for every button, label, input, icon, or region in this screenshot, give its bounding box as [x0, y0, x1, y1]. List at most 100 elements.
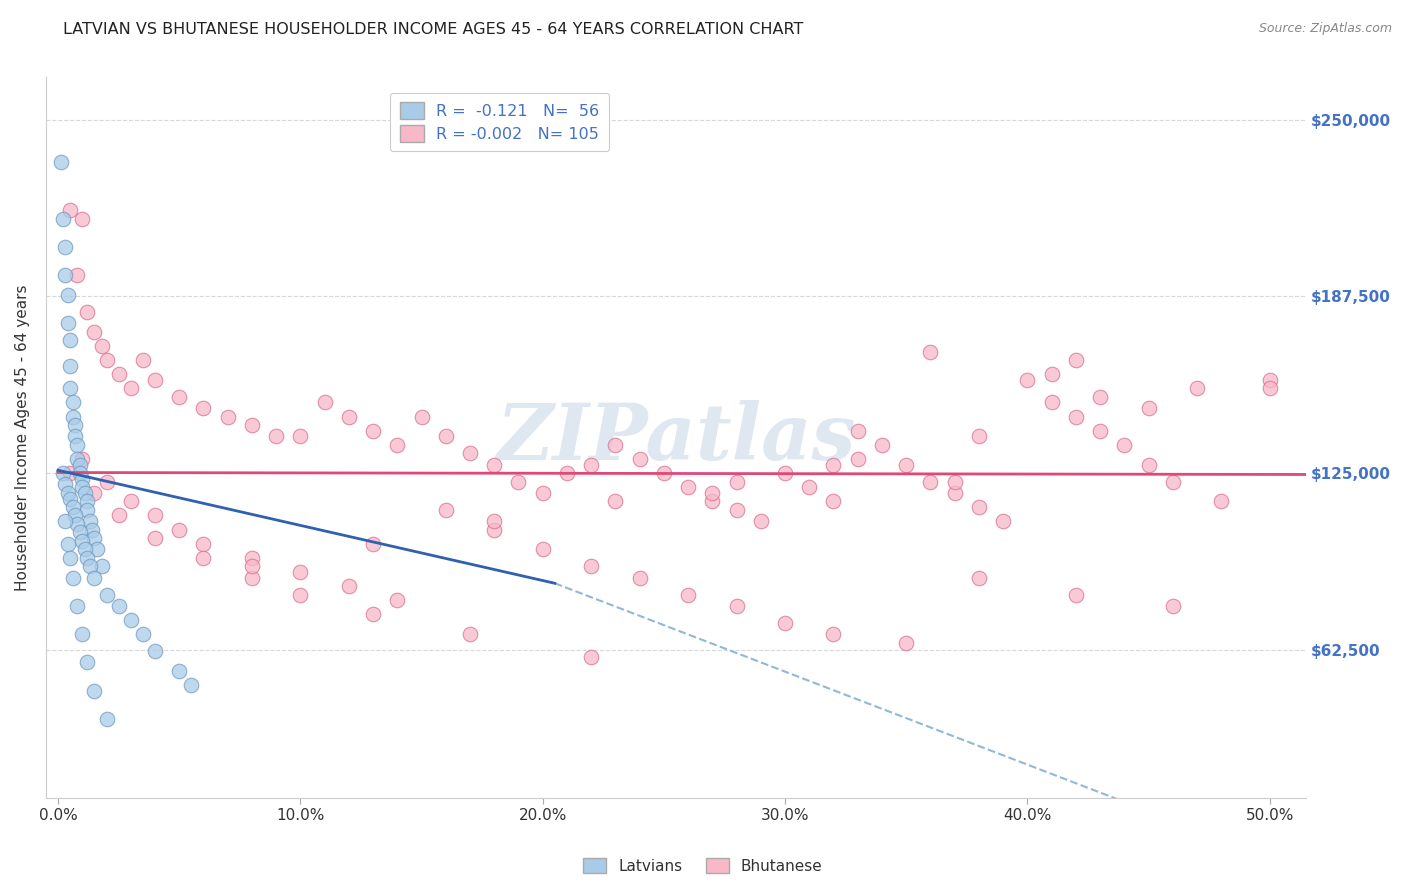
- Point: [531, 486, 554, 500]
- Point: [76, 550, 98, 565]
- Point: [1161, 475, 1184, 489]
- Point: [86, 542, 108, 557]
- Point: [59, 491, 82, 506]
- Point: [76, 503, 98, 517]
- Point: [52, 466, 75, 480]
- Point: [434, 429, 457, 443]
- Point: [63, 417, 86, 432]
- Text: LATVIAN VS BHUTANESE HOUSEHOLDER INCOME AGES 45 - 64 YEARS CORRELATION CHART: LATVIAN VS BHUTANESE HOUSEHOLDER INCOME …: [63, 22, 804, 37]
- Point: [72, 211, 94, 226]
- Point: [1064, 353, 1087, 368]
- Point: [66, 438, 89, 452]
- Point: [1161, 599, 1184, 613]
- Point: [555, 466, 578, 480]
- Point: [458, 627, 481, 641]
- Point: [846, 452, 869, 467]
- Point: [725, 475, 748, 489]
- Point: [628, 452, 651, 467]
- Point: [96, 588, 118, 602]
- Point: [240, 571, 263, 585]
- Point: [1064, 588, 1087, 602]
- Legend: Latvians, Bhutanese: Latvians, Bhutanese: [578, 852, 828, 880]
- Point: [132, 627, 155, 641]
- Point: [72, 452, 94, 467]
- Point: [337, 409, 360, 424]
- Point: [991, 514, 1014, 528]
- Point: [846, 424, 869, 438]
- Point: [62, 500, 84, 514]
- Point: [387, 438, 409, 452]
- Point: [59, 203, 82, 218]
- Point: [76, 494, 98, 508]
- Point: [107, 367, 129, 381]
- Point: [59, 333, 82, 347]
- Point: [120, 494, 142, 508]
- Point: [920, 475, 942, 489]
- Point: [702, 486, 724, 500]
- Point: [896, 458, 918, 472]
- Point: [605, 494, 627, 508]
- Point: [56, 288, 79, 302]
- Point: [1040, 367, 1063, 381]
- Point: [63, 429, 86, 443]
- Point: [72, 533, 94, 548]
- Point: [76, 656, 98, 670]
- Point: [314, 395, 336, 409]
- Point: [120, 381, 142, 395]
- Point: [96, 353, 118, 368]
- Point: [943, 486, 966, 500]
- Point: [83, 325, 105, 339]
- Point: [66, 599, 89, 613]
- Point: [1088, 424, 1111, 438]
- Point: [579, 559, 602, 574]
- Point: [290, 429, 312, 443]
- Point: [240, 559, 263, 574]
- Point: [107, 599, 129, 613]
- Point: [361, 424, 384, 438]
- Point: [920, 344, 942, 359]
- Point: [484, 523, 506, 537]
- Point: [240, 550, 263, 565]
- Point: [1064, 409, 1087, 424]
- Point: [52, 211, 75, 226]
- Point: [107, 508, 129, 523]
- Point: [1017, 373, 1039, 387]
- Point: [508, 475, 530, 489]
- Point: [896, 635, 918, 649]
- Point: [69, 525, 91, 540]
- Point: [143, 508, 166, 523]
- Point: [579, 649, 602, 664]
- Point: [59, 550, 82, 565]
- Point: [361, 537, 384, 551]
- Point: [484, 458, 506, 472]
- Point: [76, 305, 98, 319]
- Point: [167, 664, 190, 678]
- Point: [967, 571, 990, 585]
- Point: [193, 550, 215, 565]
- Point: [59, 359, 82, 373]
- Point: [66, 452, 89, 467]
- Point: [90, 559, 112, 574]
- Point: [1258, 381, 1281, 395]
- Point: [411, 409, 433, 424]
- Point: [69, 466, 91, 480]
- Point: [53, 514, 76, 528]
- Point: [53, 268, 76, 283]
- Point: [167, 523, 190, 537]
- Point: [1137, 458, 1160, 472]
- Point: [458, 446, 481, 460]
- Point: [63, 508, 86, 523]
- Point: [56, 316, 79, 330]
- Point: [79, 514, 101, 528]
- Point: [773, 466, 796, 480]
- Point: [823, 627, 845, 641]
- Point: [1088, 390, 1111, 404]
- Point: [943, 475, 966, 489]
- Point: [83, 531, 105, 545]
- Point: [264, 429, 287, 443]
- Point: [56, 486, 79, 500]
- Point: [749, 514, 772, 528]
- Point: [49, 155, 72, 169]
- Point: [337, 579, 360, 593]
- Point: [53, 240, 76, 254]
